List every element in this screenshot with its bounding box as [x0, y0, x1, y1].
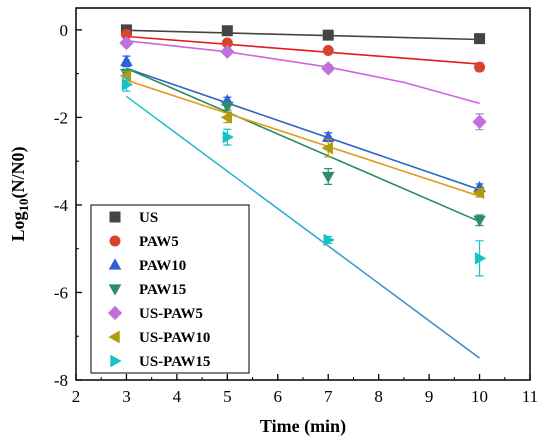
fit-line-3 [126, 67, 480, 223]
fit-line-0 [126, 29, 480, 41]
x-tick-label: 7 [324, 387, 333, 406]
x-tick-label: 9 [425, 387, 434, 406]
data-point [221, 37, 233, 49]
data-point [472, 186, 485, 200]
y-tick-label: 0 [60, 21, 69, 40]
data-point [323, 233, 335, 247]
legend-marker [109, 235, 121, 247]
data-point [222, 130, 234, 144]
data-point [220, 111, 233, 124]
legend-label: PAW10 [139, 258, 186, 274]
data-point [474, 252, 487, 265]
data-point [474, 33, 486, 45]
legend-label: PAW5 [139, 234, 179, 250]
data-points [119, 24, 487, 277]
data-point [321, 141, 333, 155]
data-point [121, 78, 134, 91]
data-point [220, 44, 235, 59]
legend-marker [108, 330, 120, 344]
fit-line-5 [126, 79, 480, 197]
x-tick-label: 4 [173, 387, 182, 406]
data-point [321, 171, 335, 184]
legend-marker [108, 258, 122, 270]
data-point [120, 54, 133, 67]
data-point [322, 29, 334, 41]
fit-line-2 [126, 67, 480, 191]
data-point [119, 69, 132, 83]
y-axis-title-subscript: 10 [16, 198, 31, 211]
legend-marker [108, 284, 122, 296]
data-point [221, 25, 233, 37]
legend: US PAW5 PAW10 PAW15 US-PAW5 US-PAW10 US-PAW15 [90, 204, 250, 374]
y-tick-label: -8 [54, 371, 68, 390]
x-tick-label: 2 [72, 387, 81, 406]
data-point [322, 44, 334, 56]
fit-line-6 [125, 95, 481, 359]
x-tick-label: 5 [223, 387, 232, 406]
y-tick-label: -6 [54, 283, 68, 302]
x-tick-label: 3 [122, 387, 131, 406]
y-tick-label: -4 [54, 196, 69, 215]
x-tick-label: 10 [471, 387, 488, 406]
y-axis-title: Log10(N/N0) [8, 146, 31, 241]
legend-label: US-PAW5 [139, 306, 203, 322]
data-point [473, 215, 486, 227]
legend-label: PAW15 [139, 282, 186, 298]
y-tick-label: -2 [54, 108, 68, 127]
data-point [474, 61, 486, 73]
legend-marker [107, 305, 123, 321]
y-axis-title-main: Log [8, 211, 28, 241]
legend-marker [110, 354, 122, 368]
y-axis-title-rest: (N/N0) [8, 146, 29, 198]
data-point [321, 61, 336, 76]
x-tick-label: 11 [522, 387, 538, 406]
fit-line-1 [126, 35, 480, 65]
data-point [119, 35, 134, 51]
legend-label: US-PAW15 [139, 354, 210, 370]
data-point [120, 28, 132, 40]
data-point [221, 101, 234, 114]
legend-label: US [139, 210, 158, 226]
axes: 2 3 4 5 6 7 8 9 10 11 0 -2 -4 -6 -8 [54, 21, 538, 406]
data-point [472, 114, 487, 129]
legend-label: US-PAW10 [139, 330, 210, 346]
x-tick-label: 6 [274, 387, 283, 406]
x-tick-label: 8 [374, 387, 383, 406]
x-axis-title: Time (min) [260, 416, 346, 437]
legend-marker [109, 211, 121, 223]
